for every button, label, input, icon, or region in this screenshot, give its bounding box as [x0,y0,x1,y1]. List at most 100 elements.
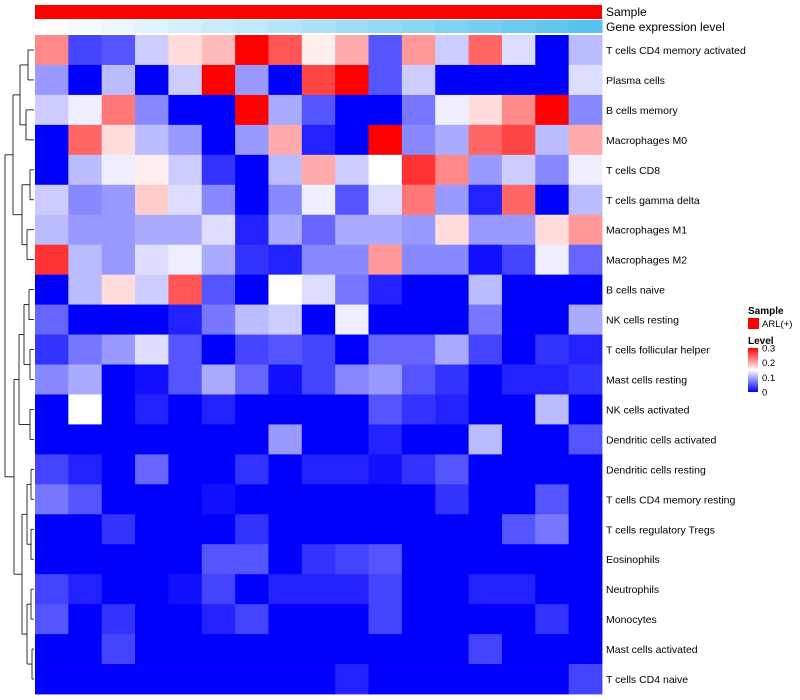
heatmap-cell [568,244,603,276]
heatmap-cell [268,454,303,485]
legend-level-title: Level [748,336,774,347]
expression-track-cell [501,20,536,33]
heatmap-cell [168,124,203,156]
heatmap-cell [268,184,303,216]
expression-track-cell [468,20,503,33]
expression-track-cell [35,20,69,33]
heatmap-cell [35,514,69,545]
heatmap-cell [301,94,336,126]
heatmap-cell [468,394,503,425]
legend-sample-title: Sample [748,306,784,317]
heatmap-cell [135,364,169,395]
heatmap-cell [368,364,403,395]
heatmap-cell [568,334,603,365]
legend-tick-label: 0.2 [762,358,775,369]
heatmap-cell [335,334,369,365]
row-label: Neutrophils [606,584,659,596]
heatmap-cell [201,94,236,126]
heatmap-cell [35,274,69,305]
heatmap-cell [35,424,69,455]
heatmap-cell [435,454,469,485]
heatmap-cell [135,274,169,305]
heatmap-cell [301,574,336,605]
heatmap-cell [135,35,169,66]
heatmap-cell [335,604,369,635]
heatmap-cell [301,214,336,246]
heatmap-cell [368,454,403,485]
heatmap-cell [501,35,536,66]
heatmap-cell [135,124,169,156]
heatmap-cell [501,334,536,365]
row-label: Plasma cells [606,75,665,87]
heatmap-cell [335,154,369,186]
heatmap-cell [568,664,603,695]
heatmap-cell [401,334,436,365]
heatmap-cell [401,664,436,695]
heatmap-cell [335,514,369,545]
heatmap-cell [401,514,436,545]
heatmap-cell [435,35,469,66]
heatmap-cell [335,364,369,395]
row-label: NK cells resting [606,315,679,327]
heatmap-cell [501,484,536,515]
heatmap-cell [135,334,169,365]
row-label: T cells gamma delta [606,195,700,207]
heatmap-cell [68,244,103,276]
heatmap-cell [268,124,303,156]
heatmap-cell [368,634,403,665]
heatmap-cell [401,484,436,515]
heatmap-cell [201,154,236,186]
heatmap-cell [101,94,136,126]
heatmap-cell [35,94,69,126]
heatmap-cell [368,574,403,605]
heatmap-cell [368,604,403,635]
heatmap-cell [35,544,69,575]
heatmap-cell [568,394,603,425]
heatmap-cell [335,64,369,96]
heatmap-cell [368,94,403,126]
heatmap-cell [468,94,503,126]
heatmap-cell [35,454,69,485]
heatmap-cell [501,304,536,335]
row-labels: T cells CD4 memory activated Plasma cells… [606,45,746,686]
heatmap-cell [568,424,603,455]
expression-track-cell [435,20,470,33]
row-label: T cells CD4 memory resting [606,494,735,506]
heatmap-cell [301,664,336,695]
heatmap-cell [501,514,536,545]
heatmap-cell [568,64,603,96]
legend-tick-label: 0.1 [762,373,775,384]
heatmap-cell [101,664,136,695]
heatmap-cell [168,634,203,665]
heatmap-cell [501,184,536,216]
heatmap-cell [101,274,136,305]
expression-track-cell [301,20,336,33]
heatmap-cell [135,394,169,425]
heatmap-cell [268,664,303,695]
heatmap-cells [35,35,603,695]
heatmap-cell [501,604,536,635]
heatmap-cell [435,634,469,665]
heatmap-cell [301,634,336,665]
row-label: B cells memory [606,105,679,117]
heatmap-cell [468,484,503,515]
heatmap-cell [501,244,536,276]
expression-track-cell [135,20,169,33]
heatmap-cell [35,634,69,665]
heatmap-cell [568,154,603,186]
heatmap-cell [501,64,536,96]
heatmap-cell [235,304,269,335]
heatmap-cell [401,124,436,156]
heatmap-cell [535,334,570,365]
heatmap-cell [535,394,570,425]
heatmap-cell [35,64,69,96]
heatmap-cell [568,214,603,246]
expression-track-cell [201,20,236,33]
heatmap-cell [168,514,203,545]
heatmap-cell [101,544,136,575]
heatmap-cell [468,244,503,276]
heatmap-cell [135,64,169,96]
heatmap-cell [535,574,570,605]
heatmap-cell [68,184,103,216]
